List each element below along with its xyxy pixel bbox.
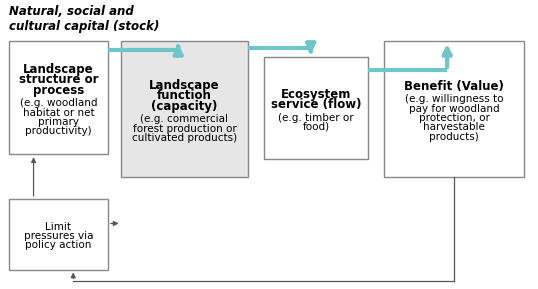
Text: service (flow): service (flow) bbox=[271, 99, 361, 112]
Text: Benefit (Value): Benefit (Value) bbox=[404, 80, 504, 93]
Text: (e.g. woodland: (e.g. woodland bbox=[19, 98, 97, 108]
Text: function: function bbox=[157, 90, 212, 103]
Text: Natural, social and
cultural capital (stock): Natural, social and cultural capital (st… bbox=[9, 5, 159, 33]
Text: process: process bbox=[33, 84, 84, 97]
Text: (e.g. commercial: (e.g. commercial bbox=[140, 114, 229, 124]
Bar bbox=[9, 41, 108, 154]
Bar bbox=[9, 199, 108, 270]
Text: Ecosystem: Ecosystem bbox=[281, 88, 351, 101]
Text: forest production or: forest production or bbox=[132, 123, 236, 134]
Text: (capacity): (capacity) bbox=[151, 100, 218, 113]
Bar bbox=[384, 41, 524, 177]
Text: primary: primary bbox=[38, 117, 79, 127]
Text: structure or: structure or bbox=[19, 73, 98, 86]
Text: habitat or net: habitat or net bbox=[23, 108, 94, 118]
Text: Limit: Limit bbox=[45, 222, 72, 231]
Text: Landscape: Landscape bbox=[149, 79, 220, 92]
Text: products): products) bbox=[429, 131, 479, 142]
Text: food): food) bbox=[302, 122, 329, 132]
Text: cultivated products): cultivated products) bbox=[132, 133, 237, 143]
Text: pressures via: pressures via bbox=[24, 231, 93, 241]
Text: productivity): productivity) bbox=[25, 126, 91, 136]
Bar bbox=[264, 57, 369, 159]
Text: (e.g. willingness to: (e.g. willingness to bbox=[405, 94, 504, 104]
Text: policy action: policy action bbox=[25, 240, 91, 250]
Bar bbox=[122, 41, 247, 177]
Text: harvestable: harvestable bbox=[423, 122, 485, 132]
Text: protection, or: protection, or bbox=[419, 113, 490, 123]
Text: pay for woodland: pay for woodland bbox=[409, 103, 499, 114]
Text: (e.g. timber or: (e.g. timber or bbox=[278, 113, 354, 123]
Text: Landscape: Landscape bbox=[23, 63, 94, 76]
